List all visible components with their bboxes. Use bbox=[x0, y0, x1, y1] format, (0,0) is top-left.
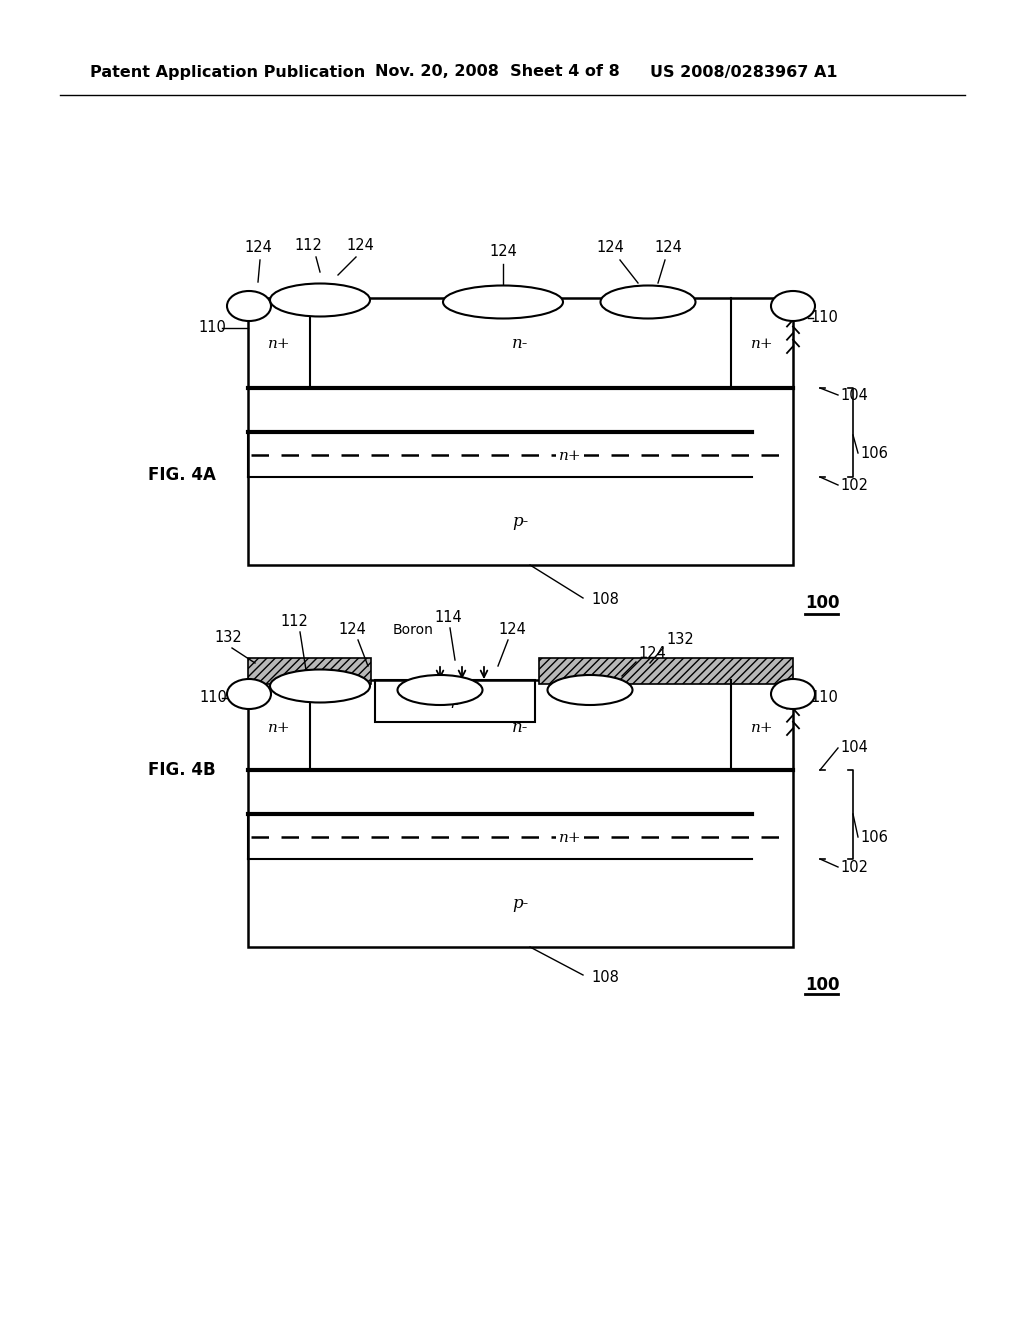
Text: n+: n+ bbox=[751, 721, 773, 735]
Text: 110: 110 bbox=[199, 690, 227, 705]
Ellipse shape bbox=[443, 285, 563, 318]
Text: 102: 102 bbox=[840, 478, 868, 492]
Text: 100: 100 bbox=[805, 975, 840, 994]
Text: 132: 132 bbox=[214, 631, 242, 645]
Text: Nov. 20, 2008  Sheet 4 of 8: Nov. 20, 2008 Sheet 4 of 8 bbox=[375, 65, 620, 79]
Text: 124: 124 bbox=[244, 240, 272, 256]
Text: US 2008/0283967 A1: US 2008/0283967 A1 bbox=[650, 65, 838, 79]
Text: FIG. 4A: FIG. 4A bbox=[148, 466, 216, 484]
Ellipse shape bbox=[548, 675, 633, 705]
Text: n+: n+ bbox=[559, 832, 582, 845]
Text: n-: n- bbox=[512, 719, 528, 737]
Polygon shape bbox=[248, 657, 371, 684]
Ellipse shape bbox=[771, 290, 815, 321]
Text: p-: p- bbox=[512, 895, 528, 912]
Text: p-: p- bbox=[512, 512, 528, 529]
Text: 100: 100 bbox=[805, 594, 840, 612]
Text: n+: n+ bbox=[267, 337, 291, 351]
Text: 108: 108 bbox=[591, 969, 618, 985]
Text: 108: 108 bbox=[591, 593, 618, 607]
Ellipse shape bbox=[227, 290, 271, 321]
Text: 124: 124 bbox=[338, 623, 366, 638]
Text: 124: 124 bbox=[654, 240, 682, 256]
Text: 114: 114 bbox=[434, 610, 462, 626]
Ellipse shape bbox=[270, 284, 370, 317]
Text: 132: 132 bbox=[666, 632, 693, 648]
Text: Patent Application Publication: Patent Application Publication bbox=[90, 65, 366, 79]
Ellipse shape bbox=[270, 669, 370, 702]
Text: 102: 102 bbox=[840, 859, 868, 874]
Text: 104: 104 bbox=[840, 388, 868, 403]
Text: n-: n- bbox=[512, 335, 528, 352]
Text: Boron: Boron bbox=[392, 623, 433, 638]
Text: 110: 110 bbox=[810, 690, 838, 705]
Text: 124: 124 bbox=[346, 238, 374, 252]
Text: n+: n+ bbox=[751, 337, 773, 351]
Text: 104: 104 bbox=[840, 741, 868, 755]
Text: 124: 124 bbox=[596, 240, 624, 256]
Text: 110: 110 bbox=[810, 310, 838, 326]
Text: FIG. 4B: FIG. 4B bbox=[148, 762, 216, 779]
Polygon shape bbox=[539, 657, 793, 684]
Text: 112: 112 bbox=[280, 615, 308, 630]
Text: n+: n+ bbox=[559, 449, 582, 463]
Text: 124: 124 bbox=[638, 647, 666, 661]
Ellipse shape bbox=[600, 285, 695, 318]
Text: n+: n+ bbox=[267, 721, 291, 735]
Text: 106: 106 bbox=[860, 446, 888, 461]
Text: 106: 106 bbox=[860, 829, 888, 845]
Text: 124: 124 bbox=[489, 244, 517, 260]
Text: p: p bbox=[451, 694, 460, 708]
Text: 112: 112 bbox=[294, 238, 322, 252]
Ellipse shape bbox=[771, 678, 815, 709]
Text: 110: 110 bbox=[198, 321, 226, 335]
Ellipse shape bbox=[227, 678, 271, 709]
Ellipse shape bbox=[397, 675, 482, 705]
Text: 124: 124 bbox=[498, 623, 526, 638]
